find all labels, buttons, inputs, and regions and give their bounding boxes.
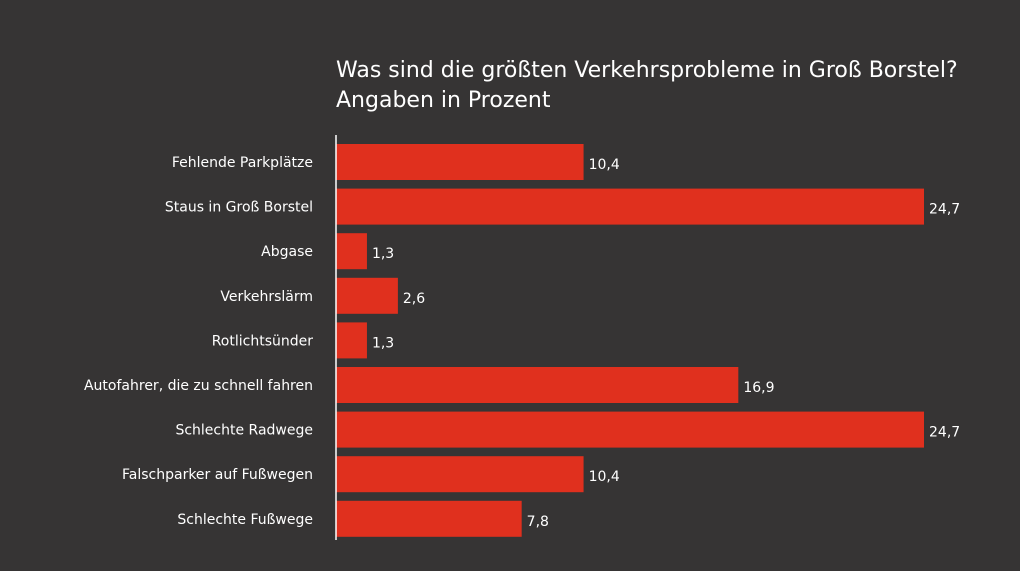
chart-subtitle: Angaben in Prozent	[336, 88, 551, 113]
category-label: Rotlichtsünder	[212, 333, 314, 349]
category-label: Autofahrer, die zu schnell fahren	[84, 378, 313, 394]
value-label: 24,7	[929, 202, 960, 218]
bar	[336, 500, 522, 537]
category-label: Fehlende Parkplätze	[172, 155, 313, 171]
bar	[336, 188, 924, 225]
category-label: Schlechte Radwege	[175, 423, 313, 439]
value-label: 10,4	[589, 469, 620, 485]
category-label: Abgase	[261, 244, 313, 260]
value-label: 10,4	[589, 157, 620, 173]
bars-group: Fehlende Parkplätze 10,4 Staus in Groß Bor…	[84, 144, 960, 537]
bar	[336, 144, 584, 180]
bar	[336, 411, 924, 448]
category-label: Falschparker auf Fußwegen	[122, 467, 313, 483]
bar	[336, 456, 584, 493]
value-label: 1,3	[372, 335, 394, 351]
value-label: 16,9	[743, 380, 774, 396]
bar	[336, 277, 398, 314]
value-label: 2,6	[403, 291, 425, 307]
value-label: 24,7	[929, 425, 960, 441]
category-label: Schlechte Fußwege	[177, 512, 313, 528]
value-label: 1,3	[372, 246, 394, 262]
category-label: Staus in Groß Borstel	[165, 200, 313, 216]
bar	[336, 233, 367, 270]
bar	[336, 322, 367, 359]
category-label: Verkehrslärm	[220, 289, 313, 305]
bar	[336, 367, 739, 403]
value-label: 7,8	[527, 514, 549, 530]
chart-title: Was sind die größten Verkehrsprobleme in…	[336, 58, 958, 83]
